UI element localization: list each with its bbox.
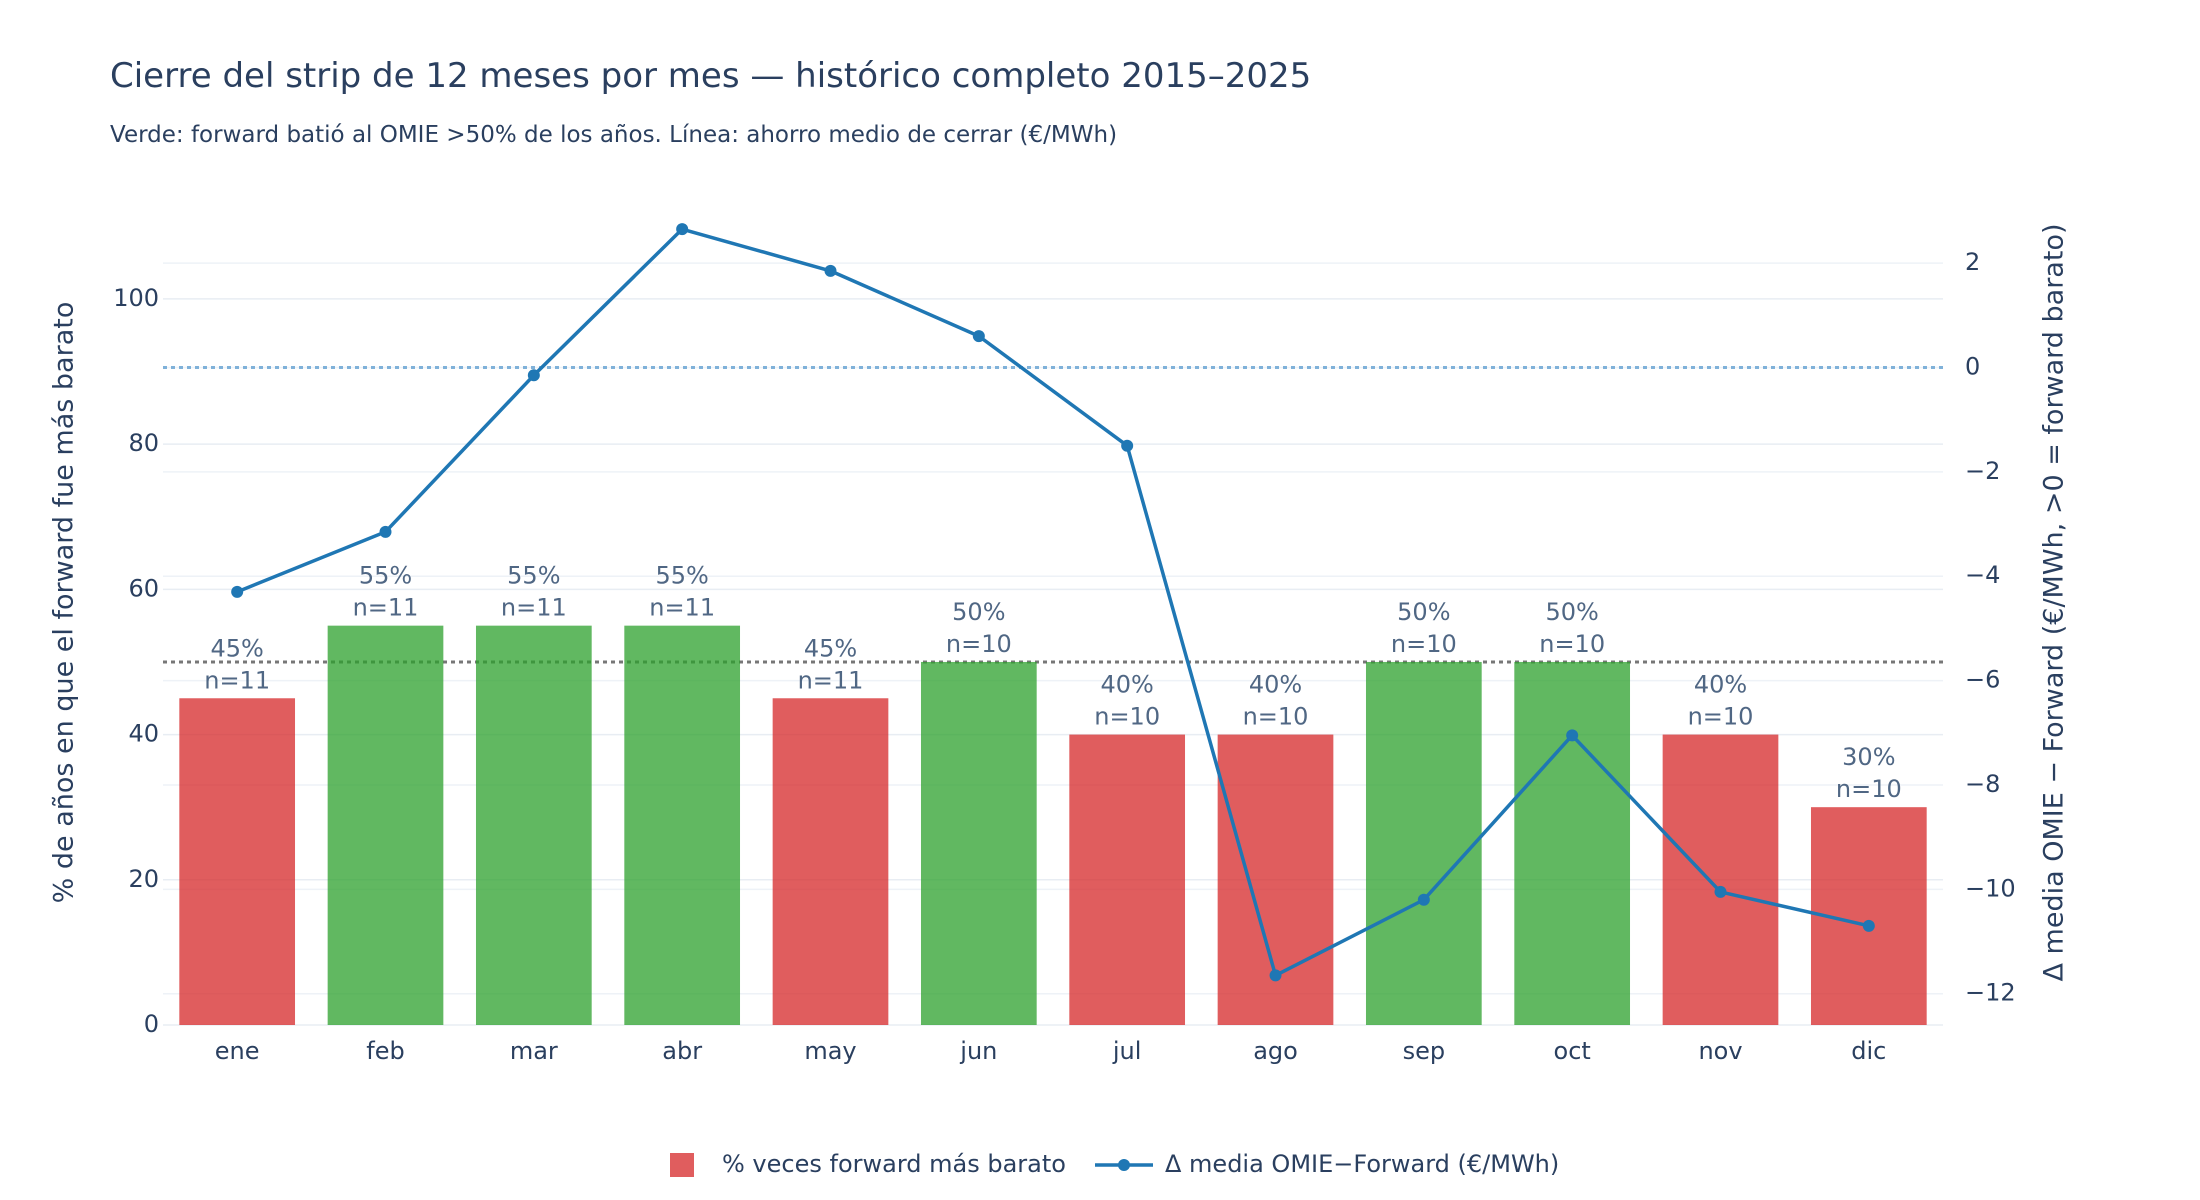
y2-tick-label: −10 [1965, 874, 2016, 902]
x-tick-label: jul [1112, 1037, 1142, 1065]
bar-label-pct: 50% [1545, 598, 1598, 626]
bar-mar [475, 625, 592, 1025]
bar-label-pct: 55% [507, 562, 560, 590]
y2-tick-label: −4 [1965, 561, 2000, 589]
bar-label-n: n=10 [1391, 630, 1457, 658]
bar-label-pct: 50% [952, 598, 1005, 626]
legend-line-dot [1118, 1159, 1130, 1171]
bar-label-n: n=11 [353, 594, 419, 622]
legend-bar-swatch [670, 1153, 694, 1177]
bar-abr [624, 625, 741, 1025]
bar-label-n: n=10 [946, 630, 1012, 658]
y-tick-label: 80 [128, 429, 159, 457]
legend-line-label: Δ media OMIE−Forward (€/MWh) [1165, 1150, 1559, 1178]
line-point-jul [1121, 439, 1134, 452]
bar-label-pct: 55% [655, 562, 708, 590]
y2-tick-label: −12 [1965, 979, 2016, 1007]
line-point-jun [972, 330, 985, 343]
bar-label-n: n=10 [1094, 703, 1160, 731]
bar-label-n: n=11 [649, 594, 715, 622]
line-point-ene [231, 585, 244, 598]
x-tick-label: ene [215, 1037, 260, 1065]
series-line [231, 223, 1875, 982]
line-path [236, 227, 1870, 978]
y2-tick-label: −6 [1965, 666, 2000, 694]
x-tick-label: sep [1403, 1037, 1446, 1065]
line-point-ago [1269, 969, 1282, 982]
bar-may [772, 698, 889, 1025]
chart-title: Cierre del strip de 12 meses por mes — h… [110, 56, 1311, 96]
x-tick-label: dic [1851, 1037, 1886, 1065]
bar-label-pct: 40% [1694, 671, 1747, 699]
y2-tick-label: −2 [1965, 457, 2000, 485]
y-tick-label: 20 [128, 865, 159, 893]
y2-axis-label: Δ media OMIE − Forward (€/MWh, >0 = forw… [2039, 224, 2070, 982]
bar-jul [1069, 734, 1186, 1025]
line-point-feb [379, 525, 392, 538]
line-point-nov [1714, 885, 1727, 898]
bar-label-n: n=10 [1243, 703, 1309, 731]
x-tick-labels: ene feb mar abr may jun jul ago sep oct nov dic [215, 1037, 1887, 1065]
reference-lines [163, 365, 1943, 664]
bar-label-pct: 30% [1842, 743, 1895, 771]
bars [179, 625, 1927, 1025]
bar-label-pct: 45% [804, 634, 857, 662]
y-tick-label: 100 [113, 284, 159, 312]
bar-label-n: n=10 [1836, 775, 1902, 803]
y2-tick-label: 0 [1965, 352, 1980, 380]
line-point-sep [1417, 893, 1430, 906]
bar-labels: 45% n=11 55% n=11 55% n=11 55% n=11 45% n=11 50% n=… [204, 562, 1902, 804]
y2-tick-label: 2 [1965, 248, 1980, 276]
bar-feb [327, 625, 444, 1025]
bar-label-n: n=10 [1539, 630, 1605, 658]
x-tick-label: nov [1698, 1037, 1742, 1065]
x-tick-label: jun [959, 1037, 997, 1065]
bar-label-n: n=11 [204, 666, 270, 694]
bar-label-pct: 45% [210, 634, 263, 662]
line-point-mar [527, 369, 540, 382]
line-point-oct [1566, 729, 1579, 742]
legend: % veces forward más barato Δ media OMIE−… [670, 1150, 1559, 1178]
y-tick-label: 40 [128, 720, 159, 748]
line-point-abr [676, 223, 689, 236]
bar-label-n: n=10 [1688, 703, 1754, 731]
x-tick-label: oct [1554, 1037, 1591, 1065]
bar-label-pct: 40% [1249, 671, 1302, 699]
y-tick-labels: 0 20 40 60 80 100 [113, 284, 159, 1038]
y2-tick-label: −8 [1965, 770, 2000, 798]
legend-bar-label: % veces forward más barato [722, 1150, 1066, 1178]
bar-ago [1217, 734, 1334, 1025]
x-tick-label: feb [366, 1037, 404, 1065]
grid-lines [163, 262, 1943, 1026]
bar-label-pct: 40% [1100, 671, 1153, 699]
y2-tick-labels: 2 0 −2 −4 −6 −8 −10 −12 [1965, 248, 2016, 1007]
bar-jun [920, 661, 1037, 1025]
x-tick-label: ago [1253, 1037, 1298, 1065]
bar-ene [179, 698, 296, 1025]
y-tick-label: 0 [144, 1010, 159, 1038]
bar-sep [1365, 661, 1482, 1025]
bar-nov [1662, 734, 1779, 1025]
x-tick-label: abr [662, 1037, 702, 1065]
line-point-may [824, 264, 837, 277]
y-tick-label: 60 [128, 574, 159, 602]
x-tick-label: may [804, 1037, 856, 1065]
bar-label-n: n=11 [501, 594, 567, 622]
bar-label-pct: 50% [1397, 598, 1450, 626]
chart-subtitle: Verde: forward batió al OMIE >50% de los… [110, 122, 1117, 148]
line-point-dic [1862, 919, 1875, 932]
bar-label-pct: 55% [359, 562, 412, 590]
y-axis-label: % de años en que el forward fue más bara… [49, 302, 80, 904]
bar-oct [1514, 661, 1631, 1025]
bar-label-n: n=11 [798, 666, 864, 694]
x-tick-label: mar [510, 1037, 558, 1065]
